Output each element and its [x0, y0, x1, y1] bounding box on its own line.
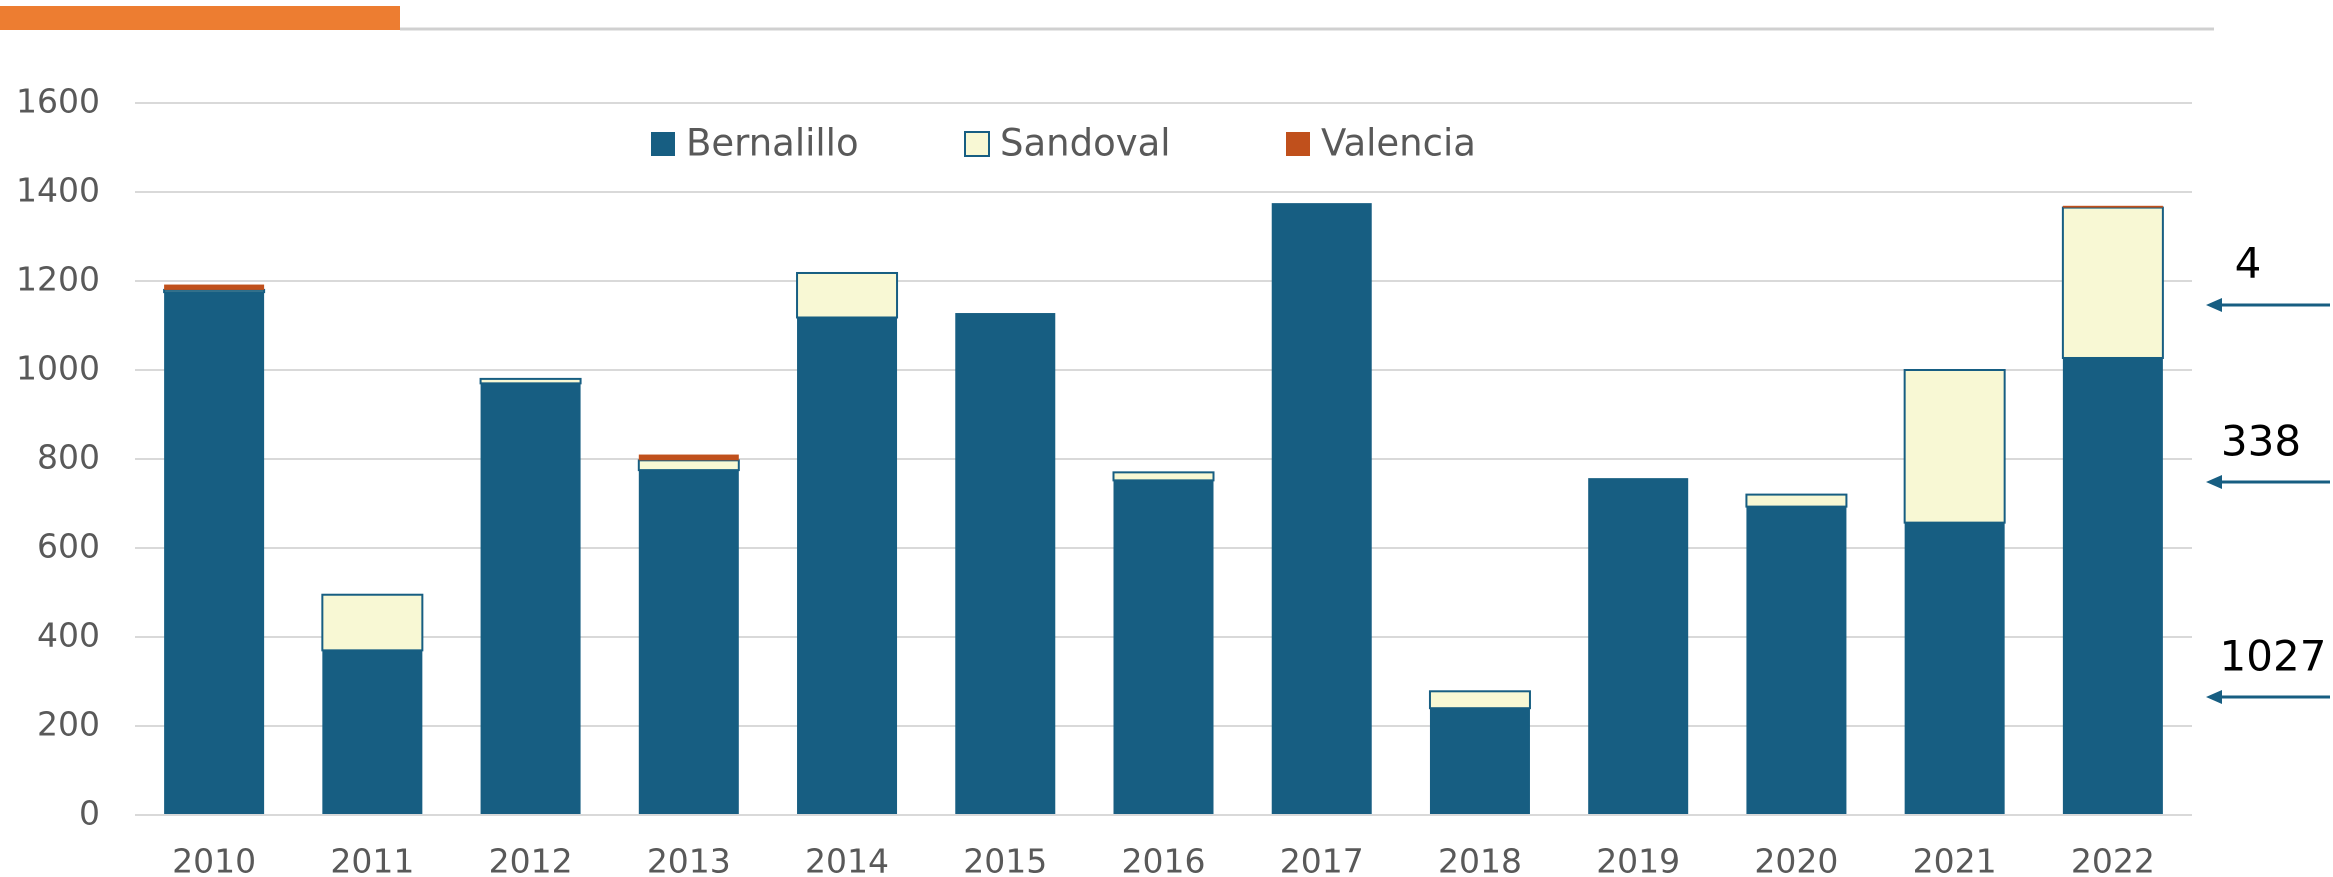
- y-tick-label: 800: [37, 438, 100, 477]
- bar-segment: [797, 317, 898, 815]
- y-tick-label: 0: [79, 794, 100, 833]
- bar-segment: [1904, 522, 2005, 815]
- bar-segment: [1429, 708, 1530, 815]
- bar-segment: [164, 292, 265, 815]
- y-tick-label: 1600: [16, 82, 100, 121]
- bar-segment: [955, 313, 1056, 815]
- x-tick-label: 2016: [1122, 842, 1206, 877]
- legend-label: Bernalillo: [686, 122, 859, 165]
- y-tick-label: 400: [37, 616, 100, 655]
- bar-segment: [1746, 506, 1847, 815]
- legend-swatch: [964, 131, 990, 157]
- bar-segment: [1745, 493, 1848, 508]
- annotation: 1027: [2220, 632, 2327, 681]
- bar-segment: [2062, 205, 2163, 208]
- y-tick-label: 1400: [16, 171, 100, 210]
- annotation-arrowhead: [2206, 475, 2222, 489]
- legend-label: Valencia: [1321, 122, 1476, 165]
- x-tick-label: 2013: [647, 842, 731, 877]
- legend-swatch: [651, 132, 675, 156]
- bar-segment: [321, 593, 424, 652]
- bar-segment: [1903, 369, 2006, 524]
- bar-segment: [479, 377, 582, 385]
- bar-segment: [637, 459, 740, 472]
- y-tick-label: 1200: [16, 260, 100, 299]
- bar-segment: [796, 271, 899, 319]
- bar-segment: [164, 284, 265, 290]
- bar-segment: [638, 454, 739, 461]
- bar-segment: [2062, 357, 2163, 815]
- x-tick-label: 2020: [1754, 842, 1838, 877]
- bar-segment: [1113, 480, 1214, 815]
- x-tick-label: 2018: [1438, 842, 1522, 877]
- y-tick-label: 200: [37, 705, 100, 744]
- header-accent: [0, 6, 400, 30]
- x-tick-label: 2015: [963, 842, 1047, 877]
- x-tick-label: 2014: [805, 842, 889, 877]
- annotation: 338: [2221, 417, 2301, 466]
- bar-segment: [1428, 690, 1531, 710]
- bar-segment: [480, 383, 581, 815]
- x-tick-label: 2017: [1280, 842, 1364, 877]
- x-tick-label: 2021: [1913, 842, 1997, 877]
- y-tick-label: 600: [37, 527, 100, 566]
- bar-segment: [322, 650, 423, 815]
- legend-swatch: [1286, 132, 1310, 156]
- annotation-arrowhead: [2206, 690, 2222, 704]
- bar-segment: [1271, 203, 1372, 815]
- x-tick-label: 2010: [172, 842, 256, 877]
- legend-label: Sandoval: [1000, 122, 1171, 165]
- bar-segment: [163, 288, 266, 294]
- bar-segment: [1588, 478, 1689, 815]
- y-tick-label: 1000: [16, 349, 100, 388]
- annotation: 4: [2235, 239, 2262, 288]
- bar-segment: [1112, 471, 1215, 482]
- x-tick-label: 2019: [1596, 842, 1680, 877]
- annotation-arrowhead: [2206, 298, 2222, 312]
- bar-segment: [2061, 206, 2164, 359]
- x-tick-label: 2022: [2071, 842, 2155, 877]
- x-tick-label: 2012: [489, 842, 573, 877]
- x-tick-label: 2011: [330, 842, 414, 877]
- bar-segment: [638, 470, 739, 815]
